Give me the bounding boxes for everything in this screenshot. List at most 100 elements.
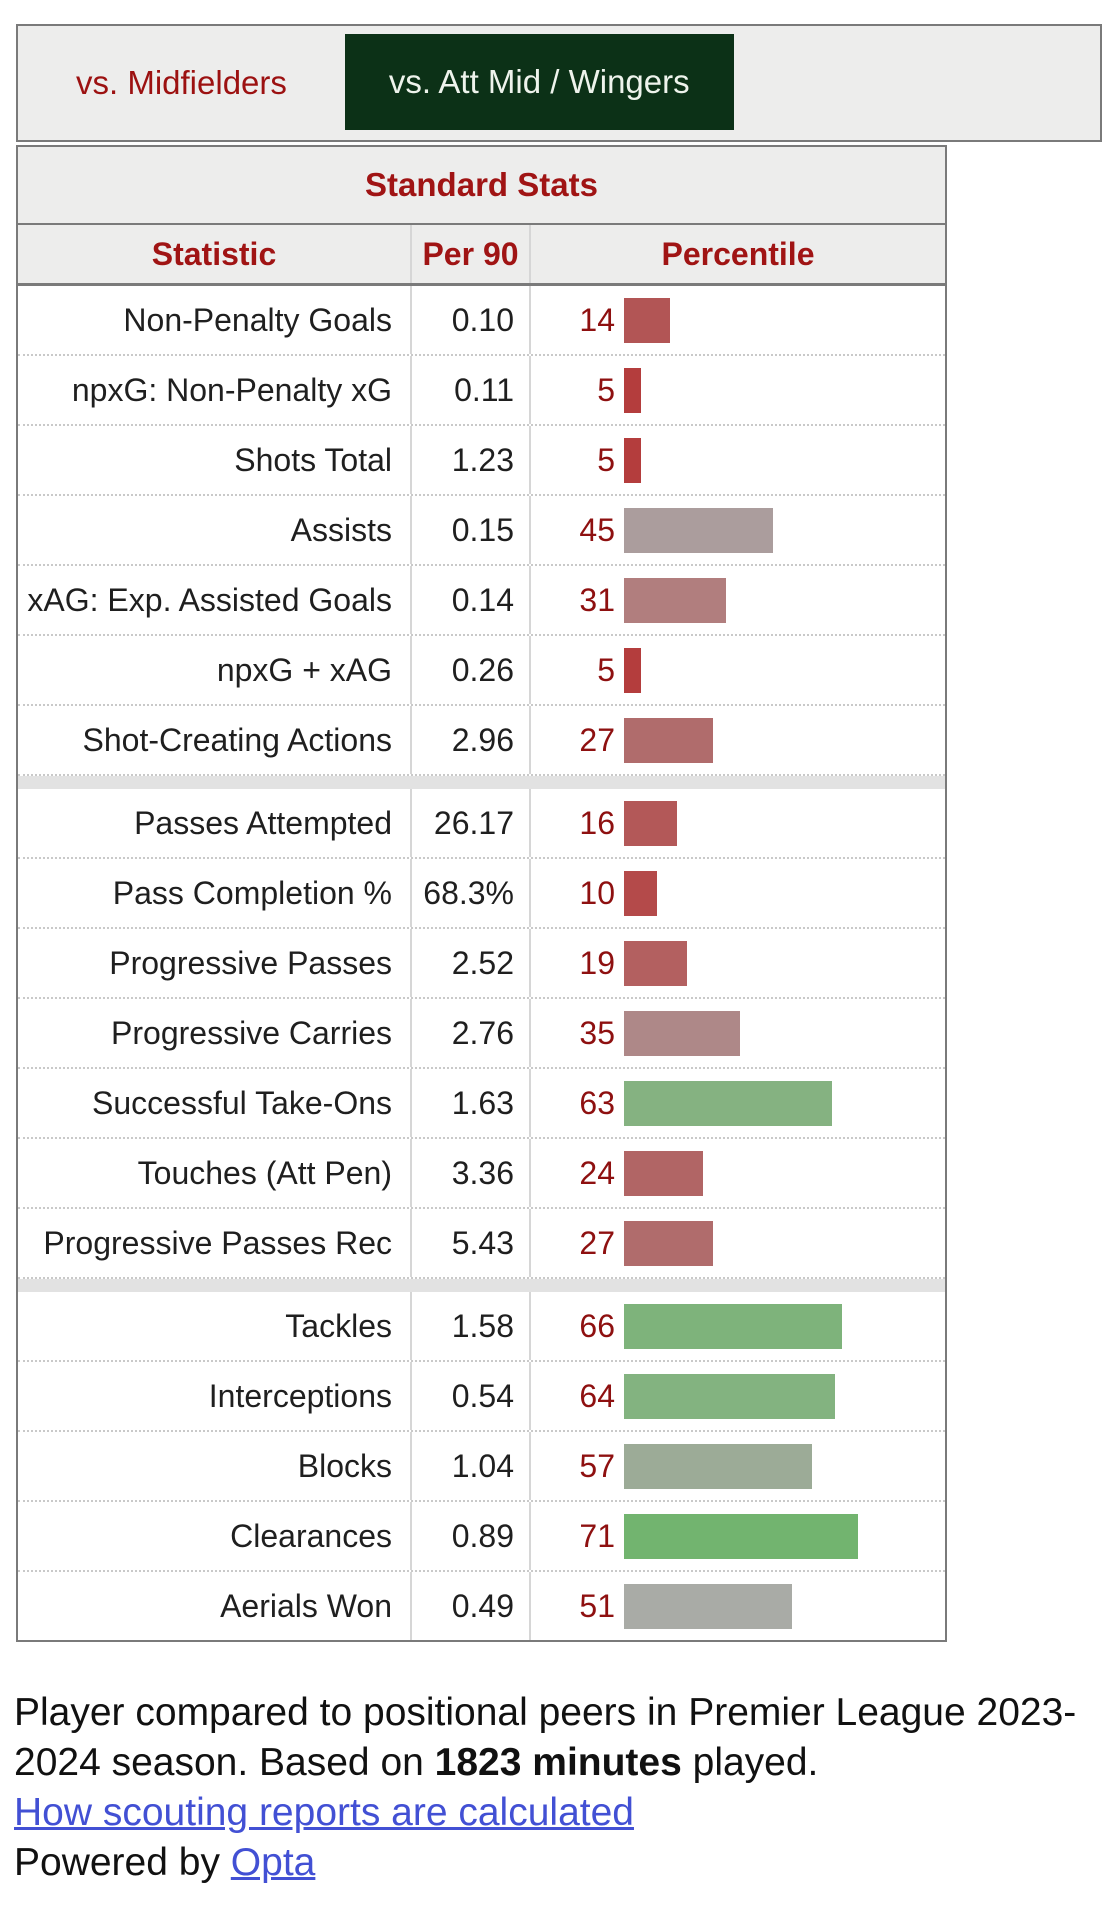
per90-value: 0.49	[410, 1572, 529, 1640]
percentile-cell: 24	[529, 1139, 945, 1207]
stat-label: npxG: Non-Penalty xG	[71, 371, 392, 408]
percentile-value: 5	[597, 441, 615, 478]
percentile-cell: 66	[529, 1292, 945, 1360]
percentile-bar	[624, 870, 657, 916]
per90-value: 0.26	[410, 636, 529, 704]
percentile-bar	[624, 577, 727, 623]
stat-label: Blocks	[297, 1447, 392, 1484]
scouting-report-table: Standard Stats Statistic Per 90 Percenti…	[16, 145, 947, 1642]
percentile-bar	[624, 367, 641, 413]
table-row: Aerials Won 0.49 51	[18, 1572, 945, 1640]
percentile-bar	[624, 717, 714, 763]
table-row: npxG + xAG 0.26 5	[18, 636, 945, 706]
footer-note: Player compared to positional peers in P…	[14, 1688, 1100, 1888]
table-row: Shot-Creating Actions 2.96 27	[18, 706, 945, 776]
table-row: Progressive Carries 2.76 35	[18, 999, 945, 1069]
stat-label: Clearances	[230, 1517, 392, 1554]
percentile-value: 10	[579, 874, 615, 911]
percentile-bar	[624, 507, 773, 553]
minutes-played: 1823 minutes	[434, 1741, 682, 1784]
powered-by-text: Powered by	[14, 1841, 231, 1884]
percentile-cell: 51	[529, 1572, 945, 1640]
tab-label: vs. Att Mid / Wingers	[388, 63, 690, 100]
percentile-cell: 27	[529, 1209, 945, 1277]
table-row: xAG: Exp. Assisted Goals 0.14 31	[18, 566, 945, 636]
stat-label: Successful Take-Ons	[92, 1084, 392, 1121]
percentile-bar	[624, 1373, 836, 1419]
table-row: Clearances 0.89 71	[18, 1502, 945, 1572]
stat-label: Touches (Att Pen)	[137, 1154, 392, 1191]
section-separator	[18, 776, 945, 789]
percentile-value: 16	[579, 804, 615, 841]
table-caption: Standard Stats	[18, 147, 945, 225]
header-statistic: Statistic	[151, 235, 277, 272]
percentile-cell: 16	[529, 789, 945, 857]
stat-label: Aerials Won	[220, 1587, 392, 1624]
table-row: Pass Completion % 68.3% 10	[18, 859, 945, 929]
table-row: Interceptions 0.54 64	[18, 1362, 945, 1432]
percentile-cell: 10	[529, 859, 945, 927]
stat-label: Progressive Passes Rec	[43, 1224, 392, 1261]
percentile-cell: 5	[529, 636, 945, 704]
per90-value: 0.89	[410, 1502, 529, 1570]
percentile-value: 63	[579, 1084, 615, 1121]
percentile-value: 5	[597, 371, 615, 408]
opta-link[interactable]: Opta	[230, 1841, 316, 1884]
percentile-cell: 5	[529, 426, 945, 494]
percentile-bar	[624, 437, 641, 483]
percentile-value: 51	[579, 1587, 615, 1624]
table-row: Progressive Passes Rec 5.43 27	[18, 1209, 945, 1279]
per90-value: 0.54	[410, 1362, 529, 1430]
tab-vs-midfielders[interactable]: vs. Midfielders	[18, 26, 345, 140]
percentile-bar	[624, 1010, 740, 1056]
table-row: Successful Take-Ons 1.63 63	[18, 1069, 945, 1139]
per90-value: 0.10	[410, 286, 529, 354]
stat-label: Shots Total	[234, 441, 392, 478]
percentile-value: 27	[579, 1224, 615, 1261]
percentile-value: 19	[579, 944, 615, 981]
stat-label: Shot-Creating Actions	[82, 721, 393, 758]
percentile-bar	[624, 647, 641, 693]
per90-value: 1.23	[410, 426, 529, 494]
scouting-reports-calculated-link[interactable]: How scouting reports are calculated	[14, 1791, 634, 1834]
table-row: Touches (Att Pen) 3.36 24	[18, 1139, 945, 1209]
stat-label: Progressive Carries	[111, 1014, 392, 1051]
per90-value: 2.52	[410, 929, 529, 997]
percentile-bar	[624, 1080, 832, 1126]
per90-value: 26.17	[410, 789, 529, 857]
percentile-bar	[624, 1443, 813, 1489]
stat-label: Assists	[290, 511, 392, 548]
percentile-cell: 57	[529, 1432, 945, 1500]
percentile-value: 45	[579, 511, 615, 548]
percentile-cell: 31	[529, 566, 945, 634]
stat-label: Non-Penalty Goals	[123, 301, 392, 338]
per90-value: 1.04	[410, 1432, 529, 1500]
table-body: Non-Penalty Goals 0.10 14 npxG: Non-Pena…	[18, 286, 945, 1640]
table-row: Passes Attempted 26.17 16	[18, 789, 945, 859]
percentile-cell: 5	[529, 356, 945, 424]
percentile-cell: 14	[529, 286, 945, 354]
percentile-value: 71	[579, 1517, 615, 1554]
table-row: npxG: Non-Penalty xG 0.11 5	[18, 356, 945, 426]
per90-value: 0.11	[410, 356, 529, 424]
table-row: Non-Penalty Goals 0.10 14	[18, 286, 945, 356]
tab-vs-att-mid-wingers[interactable]: vs. Att Mid / Wingers	[344, 34, 734, 130]
percentile-value: 66	[579, 1307, 615, 1344]
percentile-cell: 27	[529, 706, 945, 774]
percentile-cell: 71	[529, 1502, 945, 1570]
footer-text: Player compared to positional peers in P…	[14, 1691, 1077, 1784]
percentile-bar	[624, 1583, 793, 1629]
position-tab-bar: vs. Midfielders vs. Att Mid / Wingers	[16, 24, 1102, 142]
table-header-row: Statistic Per 90 Percentile	[18, 225, 945, 286]
percentile-value: 31	[579, 581, 615, 618]
percentile-value: 35	[579, 1014, 615, 1051]
stat-label: Tackles	[285, 1307, 392, 1344]
percentile-value: 27	[579, 721, 615, 758]
percentile-bar	[624, 1303, 842, 1349]
per90-value: 1.63	[410, 1069, 529, 1137]
table-row: Assists 0.15 45	[18, 496, 945, 566]
stat-label: Interceptions	[208, 1377, 392, 1414]
per90-value: 0.15	[410, 496, 529, 564]
section-separator	[18, 1279, 945, 1292]
percentile-value: 24	[579, 1154, 615, 1191]
